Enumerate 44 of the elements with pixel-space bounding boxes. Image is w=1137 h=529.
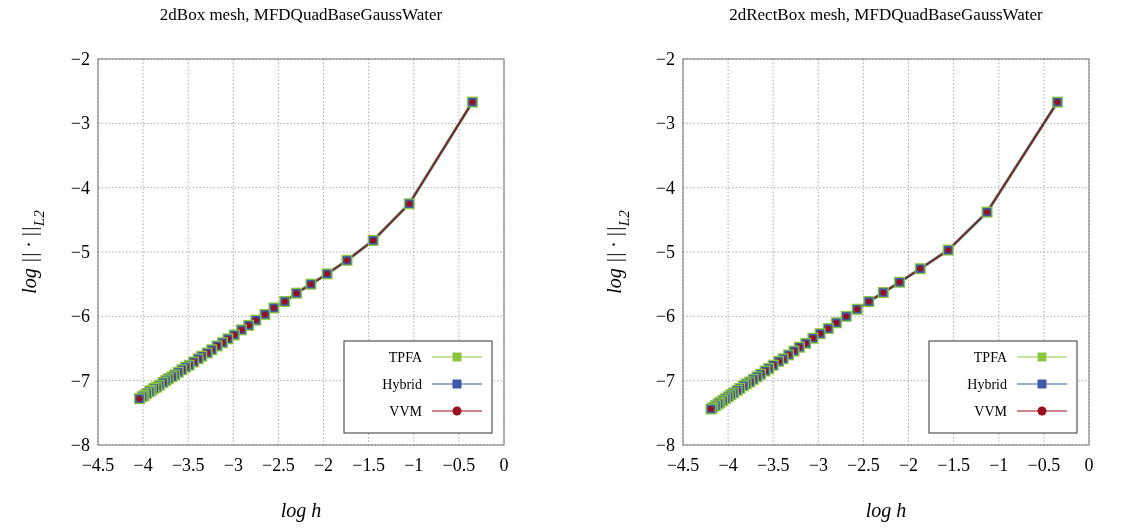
x-tick-label: −0.5: [1027, 455, 1061, 475]
legend-label: Hybrid: [382, 377, 422, 392]
legend-label: TPFA: [388, 350, 423, 365]
x-tick-label: 0: [499, 455, 509, 475]
y-tick-label: −6: [655, 306, 675, 327]
x-tick-label: −3.5: [171, 455, 205, 475]
y-tick-label: −8: [70, 435, 90, 455]
legend-label: VVM: [389, 404, 423, 419]
x-tick-label: −1: [404, 455, 424, 475]
chart-title: 2dBox mesh, MFDQuadBaseGaussWater: [159, 5, 443, 24]
y-tick-label: −5: [655, 242, 675, 262]
x-tick-label: −4: [718, 455, 738, 475]
y-tick-label: −3: [70, 113, 90, 134]
x-tick-label: −4: [133, 455, 153, 475]
x-tick-label: −1: [989, 455, 1009, 475]
x-axis-title: log h: [865, 499, 907, 522]
x-tick-label: −4.5: [81, 455, 115, 475]
legend-label: TPFA: [973, 350, 1008, 365]
x-tick-label: −2: [313, 455, 334, 475]
x-axis-title: log h: [280, 499, 322, 522]
chart-title: 2dRectBox mesh, MFDQuadBaseGaussWater: [729, 5, 1044, 24]
y-tick-label: −7: [70, 370, 90, 391]
x-tick-label: −2: [898, 455, 919, 475]
x-tick-label: −3: [223, 455, 243, 475]
y-tick-label: −8: [655, 435, 675, 455]
legend-label: Hybrid: [967, 377, 1007, 392]
x-tick-label: −1.5: [352, 455, 385, 475]
y-tick-label: −5: [70, 242, 90, 262]
y-tick-label: −4: [655, 177, 675, 198]
legend-label: VVM: [974, 404, 1008, 419]
x-tick-label: −2.5: [847, 455, 880, 475]
y-tick-label: −3: [655, 113, 675, 134]
y-tick-label: −2: [70, 49, 90, 69]
y-tick-label: −4: [70, 177, 90, 198]
x-tick-label: −3: [808, 455, 828, 475]
y-tick-label: −6: [70, 306, 90, 327]
x-tick-label: 0: [1084, 455, 1094, 475]
y-tick-label: −2: [655, 49, 675, 69]
x-tick-label: −1.5: [937, 455, 970, 475]
x-tick-label: −0.5: [442, 455, 476, 475]
x-tick-label: −3.5: [756, 455, 790, 475]
y-tick-label: −7: [655, 370, 675, 391]
x-tick-label: −4.5: [666, 455, 700, 475]
x-tick-label: −2.5: [262, 455, 295, 475]
